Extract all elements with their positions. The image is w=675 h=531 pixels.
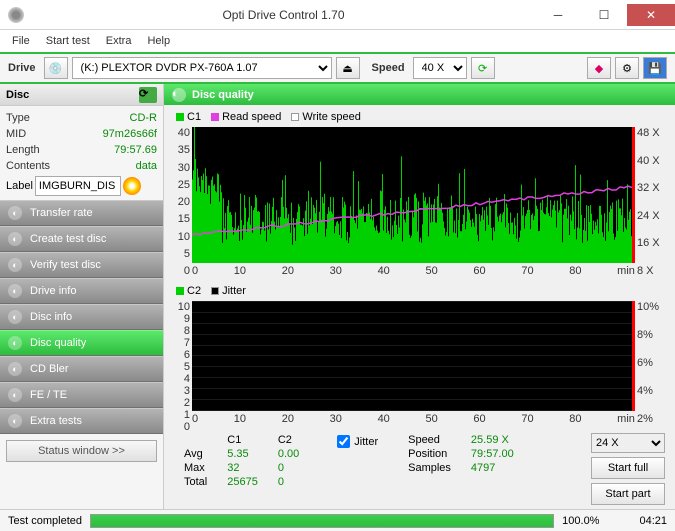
chart2-legend: C2 Jitter <box>172 283 667 299</box>
stats-c2-header: C2 <box>268 433 309 447</box>
length-value: 79:57.69 <box>114 144 157 156</box>
statusbar: Test completed 100.0% 04:21 <box>0 509 675 531</box>
jitter-label: Jitter <box>354 436 378 448</box>
close-button[interactable]: ✕ <box>627 4 675 26</box>
content: ◐Disc quality C1 Read speed Write speed … <box>164 84 675 509</box>
stats-position-label: Position <box>398 447 461 461</box>
app-icon <box>8 7 24 23</box>
stats-samples-value: 4797 <box>461 461 524 475</box>
stats-position-value: 79:57.00 <box>461 447 524 461</box>
stats-avg-c2: 0.00 <box>268 447 309 461</box>
chart2-yaxis: 109876543210 <box>174 301 190 425</box>
menu-help[interactable]: Help <box>139 33 178 49</box>
chart1-legend: C1 Read speed Write speed <box>172 109 667 125</box>
drive-label: Drive <box>8 62 36 74</box>
speed-select[interactable]: 40 X <box>413 57 467 79</box>
sidebar: Disc⟳ Type CD-R MID 97m26s66f Length 79:57.… <box>0 84 164 509</box>
disc-info: Type CD-R MID 97m26s66f Length 79:57.69 Con… <box>0 106 163 200</box>
stats-total-c2: 0 <box>268 475 309 489</box>
stats-samples-label: Samples <box>398 461 461 475</box>
chart1-xaxis: 01020304050607080min <box>192 265 635 277</box>
stats-c1-header: C1 <box>217 433 268 447</box>
refresh-disc-button[interactable]: ⟳ <box>139 87 157 103</box>
start-full-button[interactable]: Start full <box>591 457 665 479</box>
nav-fe-te[interactable]: ◐FE / TE <box>0 382 163 408</box>
refresh-button[interactable]: ⟳ <box>471 57 495 79</box>
type-value: CD-R <box>130 112 158 124</box>
nav-verify-test[interactable]: ◐Verify test disc <box>0 252 163 278</box>
drive-select[interactable]: (K:) PLEXTOR DVDR PX-760A 1.07 <box>72 57 332 79</box>
length-label: Length <box>6 144 40 156</box>
stats-max-c1: 32 <box>217 461 268 475</box>
label-input[interactable] <box>35 176 121 196</box>
stats: C1C2 Avg5.350.00 Max320 Total256750 Jitt… <box>164 429 675 509</box>
chart2-xaxis: 01020304050607080min <box>192 413 635 425</box>
menu-file[interactable]: File <box>4 33 38 49</box>
stats-max-c2: 0 <box>268 461 309 475</box>
chart2-yaxis2: 10%8%6%4%2% <box>637 301 665 425</box>
stats-total-c1: 25675 <box>217 475 268 489</box>
quality-speed-select[interactable]: 24 X <box>591 433 665 453</box>
nav-create-test[interactable]: ◐Create test disc <box>0 226 163 252</box>
save-button[interactable]: 💾 <box>643 57 667 79</box>
nav-disc-quality[interactable]: ◐Disc quality <box>0 330 163 356</box>
nav-extra-tests[interactable]: ◐Extra tests <box>0 408 163 434</box>
progress-bar <box>90 514 554 528</box>
chart1-yaxis: 4035302520151050 <box>174 127 190 277</box>
disc-icon <box>123 177 141 195</box>
stats-speed-label: Speed <box>398 433 461 447</box>
settings-button[interactable]: ⚙ <box>615 57 639 79</box>
status-percent: 100.0% <box>562 515 599 527</box>
status-time: 04:21 <box>639 515 667 527</box>
panel-header: ◐Disc quality <box>164 84 675 105</box>
status-window-button[interactable]: Status window >> <box>6 440 157 462</box>
label-label: Label <box>6 180 33 192</box>
disc-header: Disc⟳ <box>0 84 163 106</box>
erase-button[interactable]: ◆ <box>587 57 611 79</box>
menubar: File Start test Extra Help <box>0 30 675 52</box>
contents-label: Contents <box>6 160 50 172</box>
menu-start-test[interactable]: Start test <box>38 33 98 49</box>
status-text: Test completed <box>8 515 82 527</box>
window-title: Opti Drive Control 1.70 <box>32 8 535 22</box>
stats-max-label: Max <box>174 461 217 475</box>
eject-button[interactable]: ⏏ <box>336 57 360 79</box>
type-label: Type <box>6 112 30 124</box>
nav-cd-bler[interactable]: ◐CD Bler <box>0 356 163 382</box>
contents-value: data <box>136 160 157 172</box>
chart1 <box>192 127 635 263</box>
nav-disc-info[interactable]: ◐Disc info <box>0 304 163 330</box>
drive-icon-button[interactable]: 💿 <box>44 57 68 79</box>
toolbar: Drive 💿 (K:) PLEXTOR DVDR PX-760A 1.07 ⏏… <box>0 52 675 84</box>
nav-drive-info[interactable]: ◐Drive info <box>0 278 163 304</box>
minimize-button[interactable]: ─ <box>535 4 581 26</box>
stats-avg-label: Avg <box>174 447 217 461</box>
mid-value: 97m26s66f <box>103 128 157 140</box>
stats-avg-c1: 5.35 <box>217 447 268 461</box>
start-part-button[interactable]: Start part <box>591 483 665 505</box>
maximize-button[interactable]: ☐ <box>581 4 627 26</box>
stats-speed-value: 25.59 X <box>461 433 524 447</box>
menu-extra[interactable]: Extra <box>98 33 140 49</box>
jitter-checkbox[interactable] <box>337 435 350 448</box>
chart1-yaxis2: 48 X40 X32 X24 X16 X8 X <box>637 127 665 277</box>
nav-transfer-rate[interactable]: ◐Transfer rate <box>0 200 163 226</box>
chart2 <box>192 301 635 411</box>
speed-label: Speed <box>372 62 405 74</box>
mid-label: MID <box>6 128 26 140</box>
stats-total-label: Total <box>174 475 217 489</box>
titlebar: Opti Drive Control 1.70 ─ ☐ ✕ <box>0 0 675 30</box>
